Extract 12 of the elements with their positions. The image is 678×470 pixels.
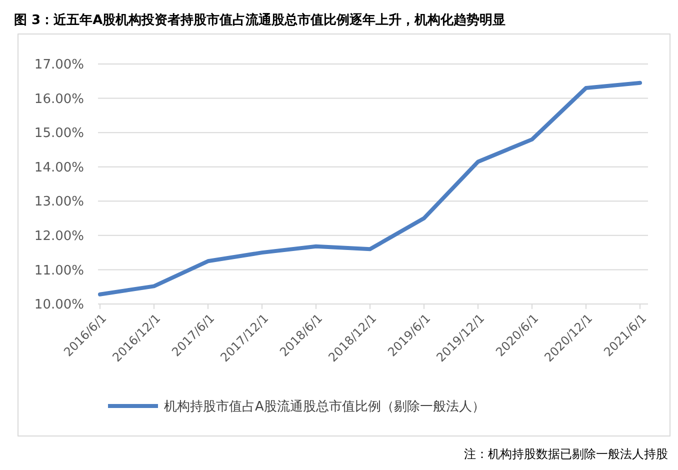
y-tick-label: 16.00% bbox=[34, 92, 84, 107]
chart-title: 图 3：近五年A股机构投资者持股市值占流通股总市值比例逐年上升，机构化趋势明显 bbox=[14, 12, 506, 28]
y-tick-label: 15.00% bbox=[34, 126, 84, 142]
y-tick-label: 10.00% bbox=[34, 298, 84, 313]
y-tick-label: 14.00% bbox=[34, 160, 84, 176]
legend-label: 机构持股市值占A股流通股总市值比例（剔除一般法人） bbox=[164, 398, 485, 415]
text: 注：机构持股数据已剔除一般法人持股 bbox=[464, 447, 668, 461]
y-tick-label: 11.00% bbox=[34, 263, 84, 278]
line-series bbox=[98, 80, 642, 296]
y-tick-label: 17.00% bbox=[34, 58, 84, 73]
y-tick-label: 13.00% bbox=[34, 194, 84, 210]
y-tick-label: 12.00% bbox=[34, 228, 84, 244]
